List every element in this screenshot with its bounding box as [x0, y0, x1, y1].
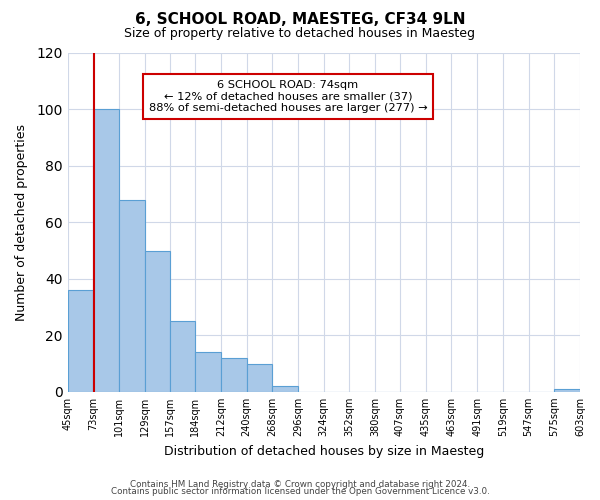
- Bar: [93, 110, 119, 392]
- Y-axis label: Number of detached properties: Number of detached properties: [15, 124, 28, 321]
- Text: 6 SCHOOL ROAD: 74sqm
← 12% of detached houses are smaller (37)
88% of semi-detac: 6 SCHOOL ROAD: 74sqm ← 12% of detached h…: [149, 80, 427, 114]
- Bar: [272, 386, 298, 392]
- Bar: [119, 200, 145, 392]
- Text: 6, SCHOOL ROAD, MAESTEG, CF34 9LN: 6, SCHOOL ROAD, MAESTEG, CF34 9LN: [135, 12, 465, 28]
- Bar: [68, 290, 93, 392]
- Text: Size of property relative to detached houses in Maesteg: Size of property relative to detached ho…: [125, 28, 476, 40]
- Bar: [195, 352, 221, 392]
- Bar: [247, 364, 272, 392]
- Bar: [554, 389, 580, 392]
- Bar: [145, 250, 170, 392]
- Bar: [221, 358, 247, 392]
- Text: Contains public sector information licensed under the Open Government Licence v3: Contains public sector information licen…: [110, 488, 490, 496]
- X-axis label: Distribution of detached houses by size in Maesteg: Distribution of detached houses by size …: [164, 444, 484, 458]
- Text: Contains HM Land Registry data © Crown copyright and database right 2024.: Contains HM Land Registry data © Crown c…: [130, 480, 470, 489]
- Bar: [170, 321, 195, 392]
